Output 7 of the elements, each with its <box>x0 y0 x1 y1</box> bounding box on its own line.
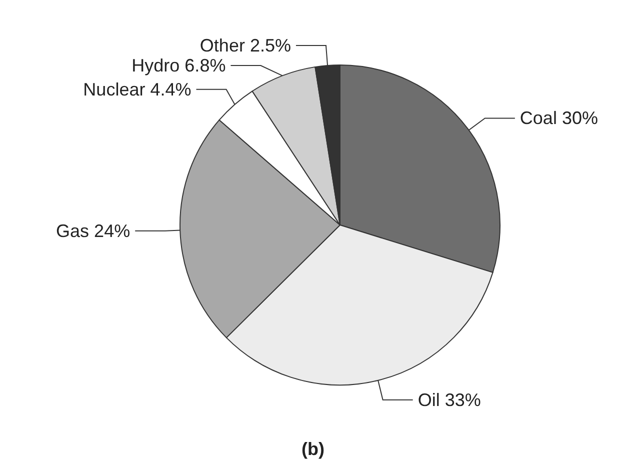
slice-label: Coal 30% <box>520 108 598 128</box>
slice-label: Other 2.5% <box>200 36 291 56</box>
slice-label: Gas 24% <box>56 220 130 241</box>
text: (b) <box>302 439 324 459</box>
slice-label: Oil 33% <box>418 390 481 410</box>
slice-label: Hydro 6.8% <box>132 56 226 76</box>
slice-label: Nuclear 4.4% <box>83 79 192 100</box>
